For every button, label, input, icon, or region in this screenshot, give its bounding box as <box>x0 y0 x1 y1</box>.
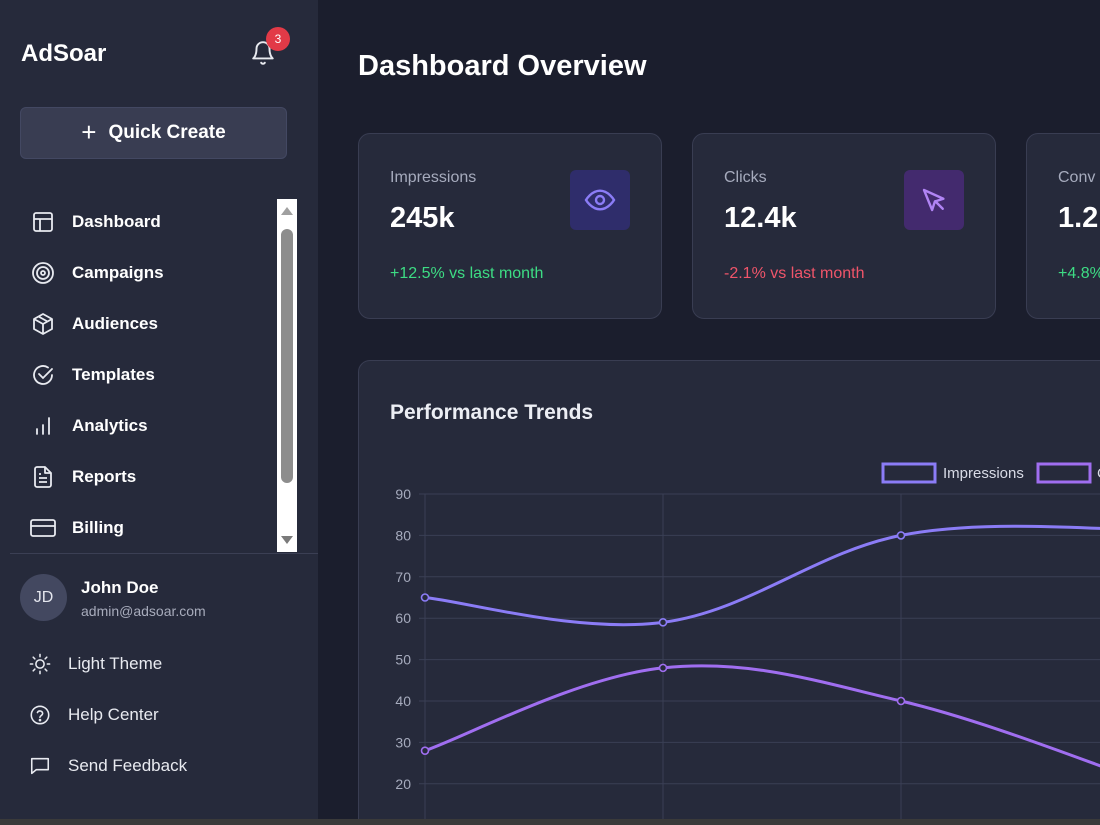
stat-label: Clicks <box>724 169 767 186</box>
notification-badge[interactable]: 3 <box>266 27 290 51</box>
stat-value: 245k <box>390 202 455 234</box>
scroll-up-arrow-icon[interactable] <box>281 207 293 215</box>
sidebar-item-label: Audiences <box>72 314 158 333</box>
sidebar-item-billing[interactable]: Billing <box>30 513 124 543</box>
series-line-1 <box>424 664 1100 768</box>
stat-card-clicks[interactable]: Clicks 12.4k -2.1% vs last month <box>692 133 996 319</box>
y-tick-label: 60 <box>395 610 411 626</box>
stat-change: -2.1% vs last month <box>724 265 865 282</box>
sidebar-divider <box>10 553 318 554</box>
sidebar-item-label: Dashboard <box>72 212 161 231</box>
y-tick-label: 30 <box>395 734 411 750</box>
document-icon <box>30 464 56 490</box>
scrollbar-thumb[interactable] <box>281 229 293 483</box>
series-line-0 <box>424 524 1100 627</box>
chart-title: Performance Trends <box>390 401 594 424</box>
sidebar-item-label: Campaigns <box>72 263 164 282</box>
stat-value: 1.2k <box>1058 202 1100 234</box>
cursor-icon <box>904 170 964 230</box>
send-feedback-link[interactable]: Send Feedback <box>28 752 187 780</box>
legend-swatch-impressions <box>881 462 937 484</box>
quick-create-button[interactable]: + Quick Create <box>20 107 287 159</box>
page-title: Dashboard Overview <box>358 50 647 82</box>
legend-label-impressions: Impressions <box>943 465 1024 482</box>
sidebar-item-campaigns[interactable]: Campaigns <box>30 258 164 288</box>
data-point <box>896 696 906 706</box>
sidebar-item-analytics[interactable]: Analytics <box>30 411 148 441</box>
stat-label: Impressions <box>390 169 477 186</box>
eye-icon <box>570 170 630 230</box>
stat-value: 12.4k <box>724 202 797 234</box>
sidebar-item-label: Templates <box>72 365 155 384</box>
stat-label: Conv <box>1058 169 1096 186</box>
sidebar-item-dashboard[interactable]: Dashboard <box>30 207 161 237</box>
performance-line-chart: 908070605040302010ImpressionsC <box>395 462 1100 825</box>
layout-icon <box>30 209 56 235</box>
avatar[interactable]: JD <box>20 574 67 621</box>
stat-card-impressions[interactable]: Impressions 245k +12.5% vs last month <box>358 133 662 319</box>
user-email: admin@adsoar.com <box>81 603 206 619</box>
scroll-down-arrow-icon[interactable] <box>281 536 293 544</box>
legend-label-series-2: C <box>1097 465 1100 482</box>
brand-logo[interactable]: AdSoar <box>21 40 107 67</box>
y-tick-label: 70 <box>395 569 411 585</box>
window-bottom-edge <box>0 819 1100 825</box>
quick-create-label: Quick Create <box>108 122 226 143</box>
send-feedback-label: Send Feedback <box>68 756 188 775</box>
credit-card-icon <box>30 515 56 541</box>
check-circle-icon <box>30 362 56 388</box>
stat-change: +4.8% <box>1058 265 1100 282</box>
help-center-link[interactable]: Help Center <box>28 701 159 729</box>
data-point <box>658 618 668 627</box>
light-theme-toggle[interactable]: Light Theme <box>28 650 162 678</box>
sidebar-nav: Dashboard Campaigns Audiences Templates <box>0 197 280 553</box>
sun-icon <box>28 652 52 676</box>
y-tick-label: 90 <box>395 486 411 502</box>
light-theme-label: Light Theme <box>68 654 163 673</box>
data-point <box>658 663 668 673</box>
user-name: John Doe <box>81 578 159 597</box>
sidebar-item-reports[interactable]: Reports <box>30 462 136 492</box>
data-point <box>896 531 906 540</box>
y-tick-label: 50 <box>395 652 411 668</box>
cube-icon <box>30 311 56 337</box>
sidebar: AdSoar 3 + Quick Create Dashboard <box>0 0 318 825</box>
sidebar-item-label: Reports <box>72 467 137 486</box>
help-center-label: Help Center <box>68 705 159 724</box>
target-icon <box>30 260 56 286</box>
sidebar-item-label: Billing <box>72 518 124 537</box>
data-point <box>420 746 430 755</box>
help-circle-icon <box>28 703 52 727</box>
y-tick-label: 80 <box>395 527 411 543</box>
sidebar-item-templates[interactable]: Templates <box>30 360 155 390</box>
performance-chart-card <box>358 360 1100 825</box>
message-icon <box>28 754 52 778</box>
bell-icon[interactable] <box>250 40 276 66</box>
bar-chart-icon <box>30 413 56 439</box>
y-tick-label: 20 <box>395 776 411 792</box>
legend-swatch-series-2 <box>1036 462 1092 484</box>
sidebar-scrollbar[interactable] <box>277 199 297 552</box>
sidebar-item-audiences[interactable]: Audiences <box>30 309 158 339</box>
stat-change: +12.5% vs last month <box>390 265 544 282</box>
y-tick-label: 40 <box>395 693 411 709</box>
data-point <box>420 593 430 602</box>
plus-icon: + <box>81 116 97 147</box>
stat-card-conversions[interactable]: Conv 1.2k +4.8% <box>1026 133 1100 319</box>
sidebar-item-label: Analytics <box>72 416 148 435</box>
